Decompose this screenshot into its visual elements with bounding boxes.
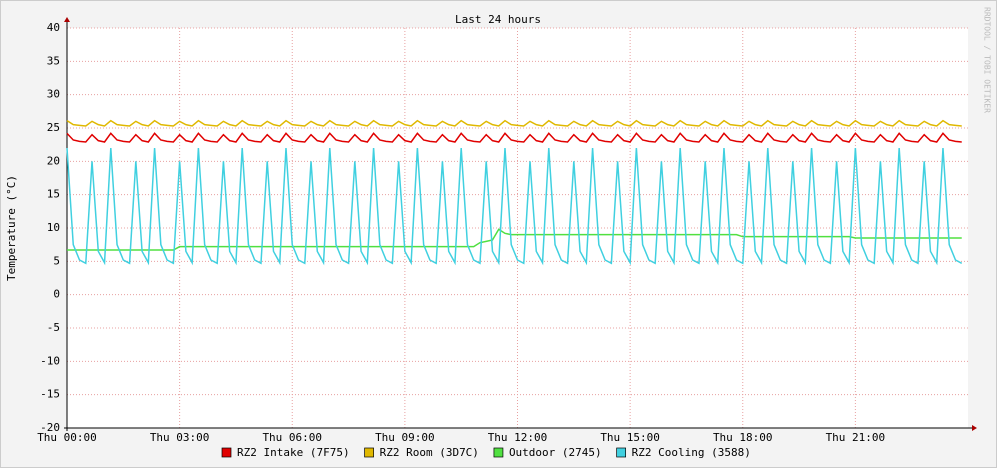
- legend-label: RZ2 Intake (7F75): [237, 446, 350, 459]
- x-tick-label: Thu 21:00: [826, 431, 886, 444]
- series-line: [66, 119, 962, 127]
- y-tick-label: 20: [47, 154, 60, 167]
- x-tick-label: Thu 03:00: [150, 431, 210, 444]
- legend-label: Outdoor (2745): [509, 446, 602, 459]
- x-tick-label: Thu 06:00: [262, 431, 322, 444]
- legend-label: RZ2 Room (3D7C): [380, 446, 479, 459]
- y-tick-label: 35: [47, 54, 60, 67]
- y-tick-label: -15: [40, 388, 60, 401]
- legend-swatch: [221, 447, 232, 458]
- watermark: RRDTOOL / TOBI OETIKER: [983, 7, 992, 113]
- x-tick-label: Thu 15:00: [600, 431, 660, 444]
- legend-swatch: [364, 447, 374, 458]
- x-tick-label: Thu 12:00: [488, 431, 548, 444]
- y-tick-label: 25: [47, 121, 60, 134]
- series-line: [66, 132, 962, 143]
- y-tick-label: 0: [53, 288, 60, 301]
- y-tick-label: -20: [40, 421, 60, 434]
- series-line: [67, 228, 962, 251]
- y-tick-label: -10: [40, 354, 60, 367]
- legend-swatch: [616, 447, 627, 458]
- axis-arrow: [64, 17, 70, 22]
- legend-swatch: [493, 447, 504, 458]
- y-tick-label: -5: [47, 321, 60, 334]
- x-tick-label: Thu 00:00: [37, 431, 97, 444]
- legend-label: RZ2 Cooling (3588): [632, 446, 751, 459]
- y-tick-label: 5: [53, 254, 60, 267]
- y-tick-label: 10: [47, 221, 60, 234]
- y-tick-label: 30: [47, 88, 60, 101]
- x-tick-label: Thu 09:00: [375, 431, 435, 444]
- y-tick-label: 15: [47, 188, 60, 201]
- series-line: [66, 147, 963, 266]
- x-tick-label: Thu 18:00: [713, 431, 773, 444]
- axis-arrow: [972, 425, 977, 431]
- y-axis-label: Temperature (°C): [5, 175, 18, 281]
- chart-title: Last 24 hours: [455, 13, 541, 26]
- y-tick-label: 40: [47, 21, 60, 34]
